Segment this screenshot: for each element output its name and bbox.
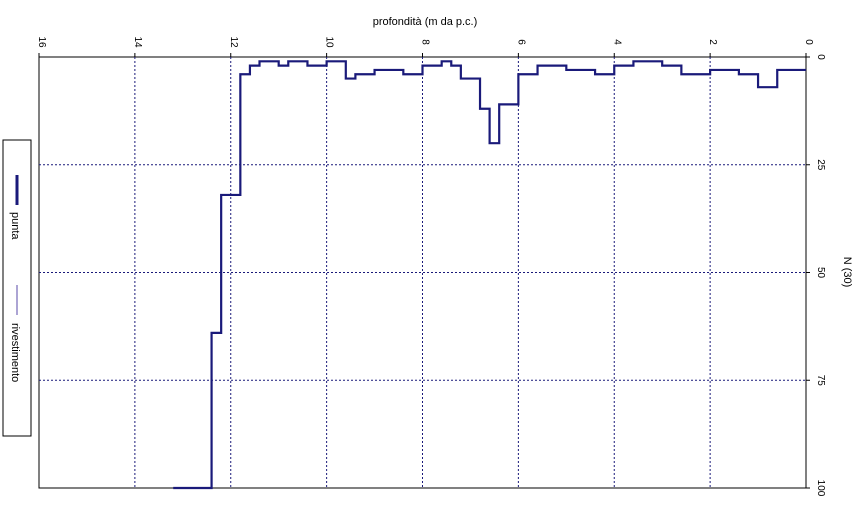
legend: punta rivestimento [2,139,32,437]
y-ticks: 0 25 50 75 100 [806,54,826,497]
x-tick-label: 6 [515,39,526,45]
x-tick-label: 16 [36,36,47,48]
x-axis-title: profondità (m da p.c.) [373,16,478,28]
y-tick-label: 75 [815,375,826,387]
x-tick-label: 14 [132,36,143,48]
x-tick-label: 2 [707,39,718,45]
x-tick-label: 8 [420,39,431,45]
y-tick-label: 50 [815,267,826,279]
series-group [173,60,806,490]
series-line-punta [173,60,806,490]
y-tick-label: 0 [815,54,826,60]
x-tick-label: 0 [803,39,814,45]
plot-area [38,56,807,489]
legend-label-rivestimento: rivestimento [9,323,21,382]
x-ticks: 16 14 12 10 8 6 4 2 0 [36,36,814,57]
legend-label-punta: punta [9,212,21,240]
y-axis-title: N (30) [841,257,853,288]
x-tick-label: 12 [228,36,239,48]
x-tick-label: 10 [324,36,335,48]
y-tick-label: 25 [815,159,826,171]
y-tick-label: 100 [815,480,826,497]
x-tick-label: 4 [611,39,622,45]
